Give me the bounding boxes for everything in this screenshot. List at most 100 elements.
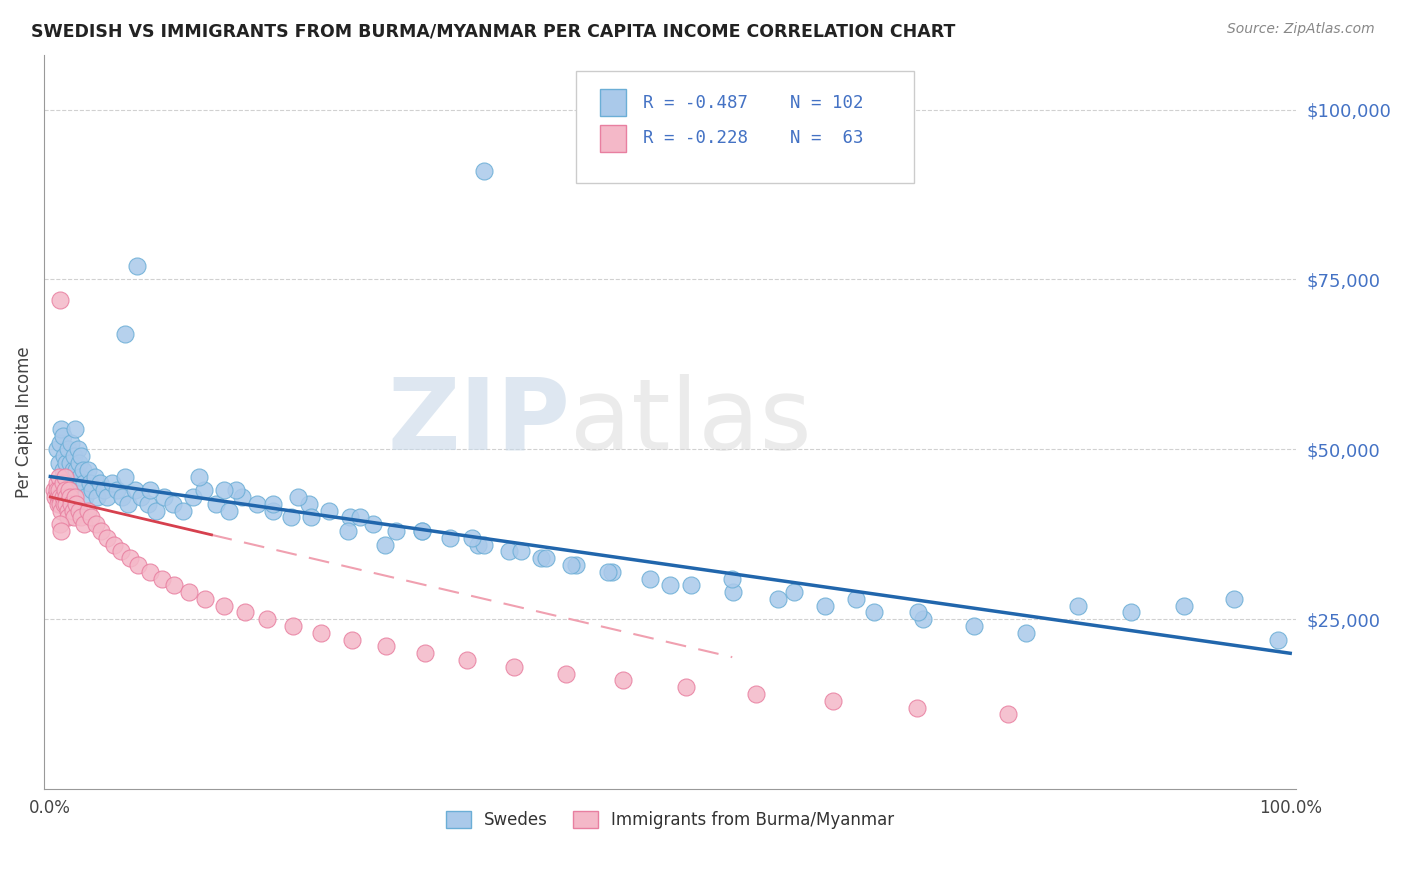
Text: R = -0.487    N = 102: R = -0.487 N = 102: [643, 94, 863, 112]
Point: [375, 640, 398, 654]
Point: [96, 531, 118, 545]
Point: [256, 612, 278, 626]
Point: [84, 469, 107, 483]
Point: [503, 660, 526, 674]
Point: [58, 483, 80, 497]
Point: [49, 435, 72, 450]
Point: [76, 463, 98, 477]
Point: [1067, 599, 1090, 613]
Point: [49, 497, 72, 511]
Point: [52, 429, 75, 443]
Point: [461, 531, 484, 545]
Point: [48, 483, 70, 497]
Point: [89, 476, 111, 491]
Point: [181, 490, 204, 504]
Point: [530, 551, 553, 566]
Point: [55, 456, 77, 470]
Point: [45, 476, 67, 491]
Point: [298, 497, 321, 511]
Point: [212, 599, 235, 613]
Point: [58, 469, 80, 483]
Point: [67, 503, 90, 517]
Point: [49, 293, 72, 307]
Point: [86, 490, 108, 504]
Point: [46, 490, 69, 504]
Point: [280, 510, 302, 524]
Text: SWEDISH VS IMMIGRANTS FROM BURMA/MYANMAR PER CAPITA INCOME CORRELATION CHART: SWEDISH VS IMMIGRANTS FROM BURMA/MYANMAR…: [31, 22, 955, 40]
Point: [600, 565, 623, 579]
Point: [1173, 599, 1195, 613]
Point: [56, 510, 79, 524]
Point: [59, 456, 82, 470]
Point: [536, 551, 558, 566]
Point: [997, 707, 1019, 722]
Point: [283, 619, 305, 633]
Point: [118, 551, 141, 566]
Point: [63, 449, 86, 463]
Point: [49, 517, 72, 532]
Point: [60, 497, 83, 511]
Point: [340, 632, 363, 647]
Point: [69, 469, 91, 483]
Point: [598, 565, 620, 579]
Point: [84, 517, 107, 532]
Point: [138, 565, 160, 579]
Point: [44, 490, 66, 504]
Point: [263, 497, 285, 511]
Point: [48, 456, 70, 470]
Point: [111, 490, 134, 504]
Point: [56, 503, 79, 517]
Point: [385, 524, 408, 538]
Point: [51, 422, 73, 436]
Point: [73, 490, 96, 504]
Point: [814, 599, 837, 613]
Point: [42, 483, 65, 497]
Point: [411, 524, 433, 538]
Point: [745, 687, 768, 701]
Point: [45, 442, 67, 457]
Point: [80, 510, 103, 524]
Point: [1121, 606, 1143, 620]
Point: [194, 591, 217, 606]
Point: [145, 503, 167, 517]
Point: [62, 463, 84, 477]
Point: [205, 497, 228, 511]
Point: [231, 490, 253, 504]
Point: [472, 163, 495, 178]
Text: ZIP: ZIP: [387, 374, 569, 471]
Point: [675, 680, 697, 694]
Point: [374, 537, 396, 551]
Point: [105, 483, 128, 497]
Point: [67, 456, 90, 470]
Point: [79, 476, 101, 491]
Point: [263, 503, 285, 517]
Point: [212, 483, 235, 497]
Point: [127, 558, 149, 572]
Point: [76, 503, 98, 517]
Point: [361, 517, 384, 532]
Point: [510, 544, 533, 558]
Point: [309, 626, 332, 640]
Point: [413, 646, 436, 660]
Point: [150, 572, 173, 586]
Point: [163, 578, 186, 592]
Point: [129, 490, 152, 504]
Point: [912, 612, 935, 626]
Point: [90, 524, 112, 538]
Point: [821, 694, 844, 708]
Point: [65, 463, 87, 477]
Text: atlas: atlas: [569, 374, 811, 471]
Point: [862, 606, 884, 620]
Point: [53, 469, 76, 483]
Text: R = -0.228    N =  63: R = -0.228 N = 63: [643, 129, 863, 147]
Point: [565, 558, 588, 572]
Point: [783, 585, 806, 599]
Point: [640, 572, 662, 586]
Point: [52, 476, 75, 491]
Point: [136, 497, 159, 511]
Point: [60, 435, 83, 450]
Point: [349, 510, 371, 524]
Y-axis label: Per Capita Income: Per Capita Income: [15, 346, 32, 498]
Point: [49, 490, 72, 504]
Point: [723, 585, 745, 599]
